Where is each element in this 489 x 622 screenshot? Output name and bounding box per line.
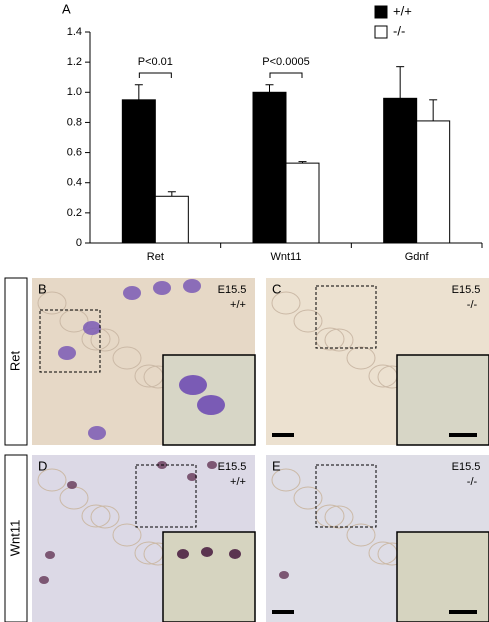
y-tick-label: 0 [76,237,82,249]
inset-region [315,464,377,528]
tissue-structure [37,291,67,315]
stained-cell [58,346,76,360]
stained-cell [177,549,189,559]
inset-region [315,285,377,349]
stained-cell [153,281,171,295]
panel-label: B [38,281,47,296]
significance-bracket [269,72,303,78]
scale-bar [272,433,294,437]
inset [396,354,489,446]
tissue-structure [346,523,376,547]
scale-bar [449,433,477,437]
stained-cell [179,375,207,395]
x-tick-label: Ret [147,251,164,263]
tissue-structure [324,505,354,529]
tissue-structure [346,346,376,370]
tissue-structure [293,309,323,333]
stage-label: E15.5 [218,284,247,296]
panel-label: C [272,281,281,296]
row-label-box [4,454,28,622]
scale-bar [272,610,294,614]
stained-cell [183,279,201,293]
tissue-structure [112,346,142,370]
y-tick-label: 1.0 [67,86,82,98]
legend-swatch [374,25,388,39]
legend-label: +/+ [393,3,412,18]
stained-cell [279,571,289,579]
bar [383,97,418,244]
legend-label: -/- [393,23,405,38]
y-tick-label: 0.4 [67,177,82,189]
inset [162,531,256,622]
stage-label: E15.5 [218,461,247,473]
y-tick-label: 0.8 [67,116,82,128]
stage-label: E15.5 [452,284,481,296]
panel-label: D [38,458,47,473]
stained-cell [197,395,225,415]
annotation: P<0.01 [138,56,173,68]
row-label: Wnt11 [7,520,22,557]
tissue-structure [324,328,354,352]
y-tick-label: 0.6 [67,146,82,158]
panel-label: E [272,458,281,473]
bar [285,162,320,244]
inset [396,531,489,622]
inset-region [39,309,101,373]
significance-bracket [138,72,172,78]
scale-bar [449,610,477,614]
stained-cell [88,426,106,440]
legend-swatch [374,5,388,19]
genotype-label: +/+ [230,476,246,488]
bar [252,91,287,244]
stage-label: E15.5 [452,461,481,473]
genotype-label: -/- [467,476,478,488]
stained-cell [201,547,213,557]
x-tick-label: Wnt11 [271,251,302,263]
bar [121,99,156,244]
y-tick-label: 1.2 [67,56,82,68]
stained-cell [67,481,77,489]
x-tick-label: Gdnf [405,251,430,263]
y-tick-label: 0.2 [67,207,82,219]
inset-region [135,464,197,528]
annotation: P<0.0005 [262,56,309,68]
tissue-structure [37,468,67,492]
stained-cell [123,286,141,300]
tissue-structure [90,505,120,529]
bar [154,195,189,244]
y-tick-label: 1.4 [67,26,82,38]
bar [416,120,451,244]
stained-cell [187,473,197,481]
tissue-structure [81,504,111,528]
stained-cell [229,549,241,559]
tissue-structure [293,486,323,510]
tissue-structure [271,468,301,492]
stained-cell [39,576,49,584]
genotype-label: +/+ [230,299,246,311]
genotype-label: -/- [467,299,478,311]
tissue-structure [90,328,120,352]
stained-cell [207,461,217,469]
panel-label: A [62,1,71,16]
tissue-structure [112,523,142,547]
row-label: Ret [7,350,22,371]
stained-cell [45,551,55,559]
tissue-structure [59,309,89,333]
tissue-structure [271,291,301,315]
stained-cell [83,321,101,335]
row-label-box [4,277,28,446]
